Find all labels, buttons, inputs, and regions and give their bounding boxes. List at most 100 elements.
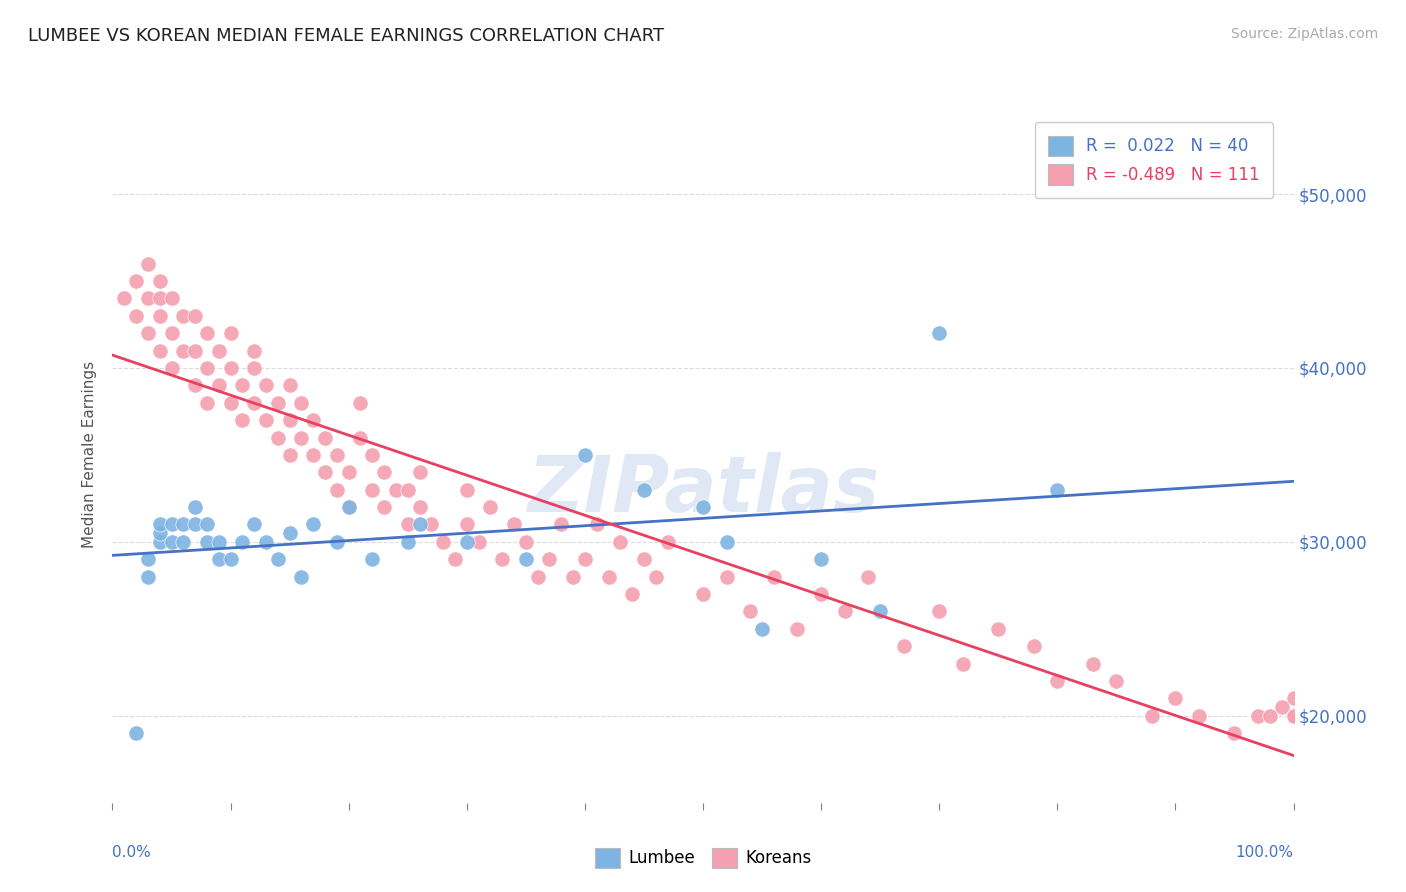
Point [267, 396, 290, 410]
Point [716, 535, 738, 549]
Point [786, 622, 808, 636]
Point [160, 326, 183, 341]
Point [751, 622, 773, 636]
Point [574, 448, 596, 462]
Point [172, 343, 194, 358]
Point [1271, 700, 1294, 714]
Point [349, 431, 371, 445]
Point [172, 517, 194, 532]
Point [231, 413, 253, 427]
Point [149, 309, 172, 323]
Point [598, 570, 620, 584]
Text: ZIPatlas: ZIPatlas [527, 451, 879, 528]
Point [585, 517, 607, 532]
Point [538, 552, 561, 566]
Point [278, 378, 301, 392]
Point [326, 448, 349, 462]
Point [1164, 691, 1187, 706]
Point [385, 483, 408, 497]
Point [762, 570, 785, 584]
Point [1282, 708, 1305, 723]
Point [160, 361, 183, 376]
Point [136, 291, 159, 305]
Point [231, 535, 253, 549]
Point [278, 413, 301, 427]
Point [1046, 674, 1069, 689]
Point [893, 639, 915, 653]
Point [184, 309, 207, 323]
Point [1258, 708, 1281, 723]
Point [208, 552, 231, 566]
Text: Source: ZipAtlas.com: Source: ZipAtlas.com [1230, 27, 1378, 41]
Point [1247, 708, 1270, 723]
Point [396, 517, 419, 532]
Point [195, 396, 218, 410]
Point [136, 552, 159, 566]
Point [526, 570, 548, 584]
Point [633, 552, 655, 566]
Point [1081, 657, 1104, 671]
Point [149, 517, 172, 532]
Point [326, 535, 349, 549]
Point [290, 431, 312, 445]
Point [810, 552, 832, 566]
Point [184, 343, 207, 358]
Point [219, 552, 242, 566]
Point [396, 535, 419, 549]
Text: 0.0%: 0.0% [112, 845, 152, 860]
Point [160, 291, 183, 305]
Point [869, 605, 891, 619]
Point [609, 535, 631, 549]
Point [184, 500, 207, 514]
Point [243, 517, 266, 532]
Point [195, 535, 218, 549]
Point [456, 483, 478, 497]
Text: LUMBEE VS KOREAN MEDIAN FEMALE EARNINGS CORRELATION CHART: LUMBEE VS KOREAN MEDIAN FEMALE EARNINGS … [28, 27, 664, 45]
Point [243, 396, 266, 410]
Point [740, 605, 762, 619]
Point [644, 570, 666, 584]
Point [278, 448, 301, 462]
Text: 100.0%: 100.0% [1236, 845, 1294, 860]
Point [373, 500, 395, 514]
Point [314, 466, 336, 480]
Point [952, 657, 974, 671]
Point [149, 274, 172, 288]
Point [195, 326, 218, 341]
Point [574, 552, 596, 566]
Point [254, 535, 277, 549]
Point [408, 500, 430, 514]
Point [160, 535, 183, 549]
Point [1282, 708, 1305, 723]
Point [467, 535, 489, 549]
Point [1282, 708, 1305, 723]
Point [302, 517, 325, 532]
Point [184, 378, 207, 392]
Point [1188, 708, 1211, 723]
Point [136, 257, 159, 271]
Point [337, 500, 360, 514]
Point [184, 517, 207, 532]
Point [172, 535, 194, 549]
Point [337, 500, 360, 514]
Point [337, 466, 360, 480]
Point [408, 466, 430, 480]
Point [254, 413, 277, 427]
Point [361, 552, 384, 566]
Point [160, 517, 183, 532]
Point [231, 378, 253, 392]
Point [208, 378, 231, 392]
Point [491, 552, 513, 566]
Point [432, 535, 454, 549]
Point [633, 483, 655, 497]
Point [208, 343, 231, 358]
Point [172, 309, 194, 323]
Point [515, 535, 537, 549]
Point [125, 309, 148, 323]
Point [267, 431, 290, 445]
Point [456, 517, 478, 532]
Point [621, 587, 644, 601]
Legend: Lumbee, Koreans: Lumbee, Koreans [588, 841, 818, 875]
Point [1282, 691, 1305, 706]
Point [444, 552, 467, 566]
